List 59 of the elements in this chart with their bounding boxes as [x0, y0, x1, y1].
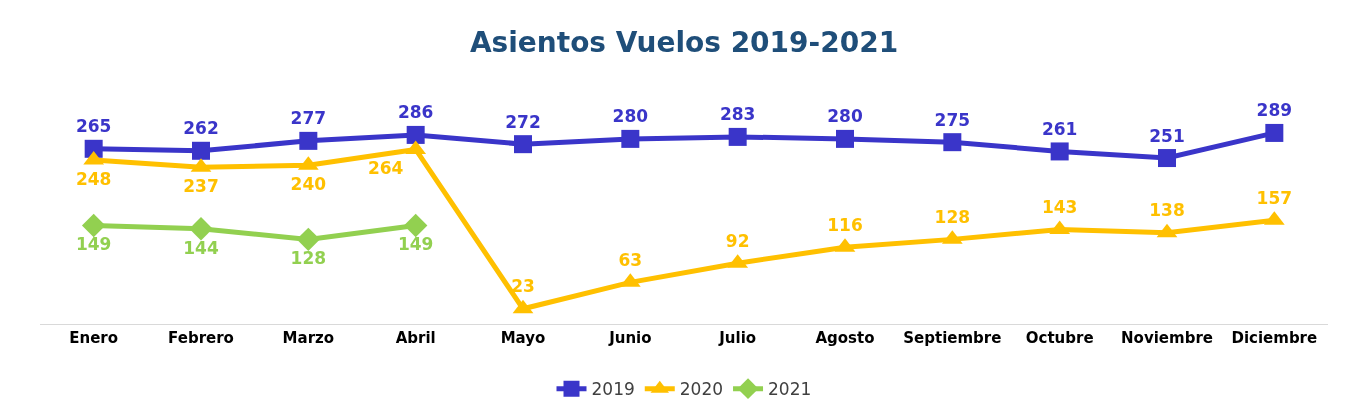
data-label: 251 — [1149, 125, 1185, 146]
x-tick-label: Mayo — [500, 329, 546, 347]
point — [299, 131, 318, 150]
data-label: 116 — [827, 214, 863, 235]
data-label: 280 — [612, 106, 649, 127]
data-label: 157 — [1256, 187, 1293, 208]
point — [1158, 149, 1176, 168]
x-tick-label: Octubre — [1025, 329, 1094, 347]
point — [514, 135, 532, 154]
data-label: 128 — [290, 248, 327, 269]
point — [728, 127, 747, 146]
data-label: 283 — [719, 104, 756, 125]
data-label: 138 — [1149, 200, 1185, 221]
data-label: 149 — [75, 234, 112, 255]
point — [406, 125, 425, 144]
legend-label: 2019 — [591, 379, 635, 400]
data-label: 248 — [75, 169, 112, 190]
point — [189, 217, 213, 241]
point — [192, 141, 210, 160]
point — [81, 213, 106, 238]
point — [621, 129, 640, 148]
data-label: 289 — [1256, 100, 1293, 121]
data-label: 237 — [183, 176, 219, 197]
data-label: 92 — [725, 230, 750, 251]
data-label: 23 — [511, 276, 535, 297]
point — [296, 227, 321, 252]
data-label: 128 — [934, 206, 971, 227]
point — [403, 213, 428, 238]
x-tick-label: Diciembre — [1231, 329, 1318, 347]
data-label: 286 — [397, 102, 434, 123]
data-label: 275 — [934, 109, 971, 130]
legend-label: 2020 — [679, 379, 724, 400]
x-tick-label: Noviembre — [1121, 329, 1213, 347]
point — [1050, 142, 1069, 161]
data-label: 277 — [290, 108, 327, 129]
x-tick-label: Enero — [69, 329, 119, 347]
data-label: 265 — [75, 116, 112, 137]
data-label: 261 — [1041, 118, 1078, 139]
point — [943, 133, 962, 152]
x-tick-label: Marzo — [282, 329, 335, 347]
data-label: 264 — [367, 158, 404, 179]
x-tick-label: Septiembre — [903, 329, 1002, 347]
chart-title: Asientos Vuelos 2019-2021 — [469, 25, 899, 59]
x-tick-label: Julio — [718, 329, 757, 347]
point — [1265, 123, 1284, 142]
point — [836, 129, 854, 148]
data-label: 63 — [618, 249, 643, 270]
x-tick-label: Abril — [395, 329, 436, 347]
data-label: 143 — [1041, 196, 1078, 217]
x-tick-label: Agosto — [815, 329, 875, 347]
data-label: 272 — [505, 111, 541, 132]
legend-label: 2021 — [768, 379, 812, 400]
data-label: 280 — [827, 106, 863, 127]
data-label: 240 — [290, 174, 327, 195]
data-label: 262 — [183, 118, 219, 139]
x-tick-label: Junio — [608, 329, 652, 347]
data-label: 144 — [183, 237, 219, 258]
x-tick-label: Febrero — [168, 329, 234, 347]
data-label: 149 — [397, 234, 434, 255]
